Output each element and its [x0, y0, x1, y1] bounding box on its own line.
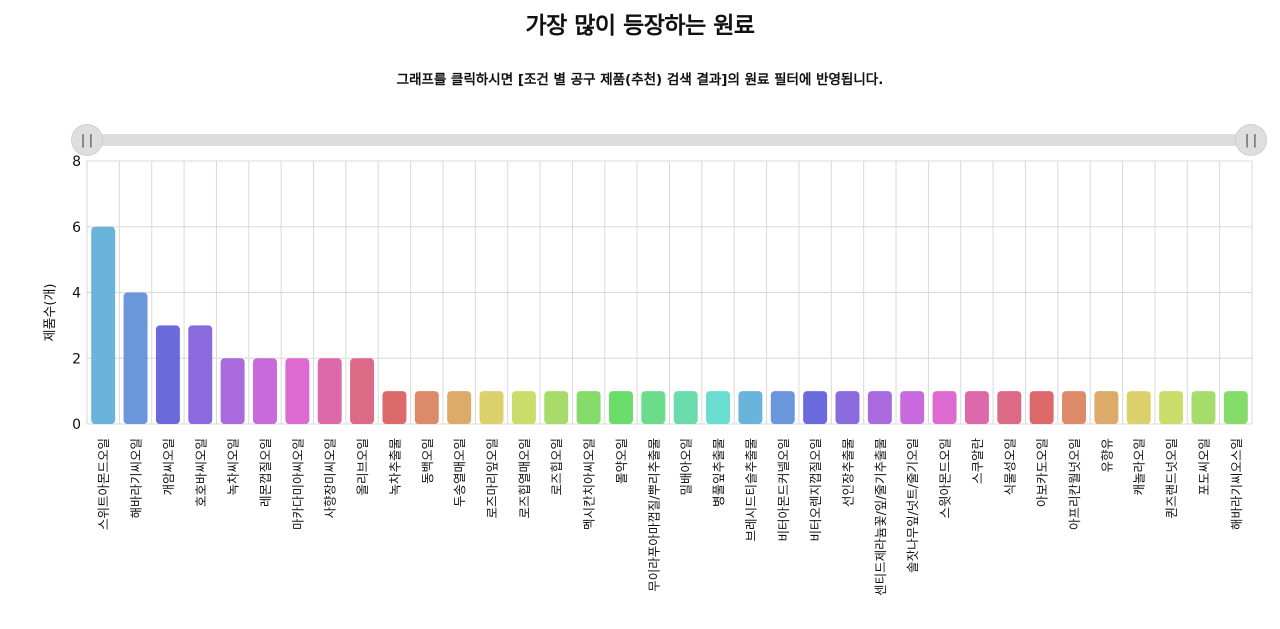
bar[interactable] — [835, 391, 860, 424]
x-category-label[interactable]: 스위트아몬드오일 — [96, 438, 111, 530]
x-category-label[interactable]: 식물성오일 — [1002, 438, 1017, 496]
bar[interactable] — [1094, 391, 1119, 424]
x-category-label[interactable]: 로즈힙오일 — [549, 438, 564, 496]
bar[interactable] — [738, 391, 763, 424]
bar[interactable] — [964, 391, 989, 424]
range-slider-track[interactable] — [87, 134, 1252, 146]
bar[interactable] — [317, 358, 342, 424]
x-category-label[interactable]: 포도씨오일 — [1196, 438, 1211, 496]
bar[interactable] — [900, 391, 925, 424]
y-tick-label: 4 — [72, 286, 81, 302]
x-category-label[interactable]: 스윗아몬드오일 — [938, 438, 953, 519]
bar[interactable] — [867, 391, 892, 424]
x-category-label[interactable]: 밀배아오일 — [679, 438, 694, 496]
x-category-label[interactable]: 해바라기씨오스일 — [1229, 438, 1244, 530]
bar[interactable] — [220, 358, 245, 424]
x-category-label[interactable]: 두송열매오일 — [452, 438, 467, 507]
x-category-label[interactable]: 비터오렌지껍질오일 — [808, 438, 823, 542]
bar[interactable] — [1191, 391, 1216, 424]
x-category-label[interactable]: 녹차추출물 — [387, 438, 402, 496]
x-category-label[interactable]: 브레시드티슬추출물 — [743, 438, 758, 542]
x-category-label[interactable]: 아프리칸월넛오일 — [1067, 438, 1082, 530]
bar[interactable] — [1126, 391, 1151, 424]
chart-title: 가장 많이 등장하는 원료 — [525, 13, 755, 39]
x-category-label[interactable]: 무이라푸아마껍질/뿌리추출물 — [646, 438, 661, 592]
x-category-label[interactable]: 개암씨오일 — [161, 438, 176, 496]
bar[interactable] — [1159, 391, 1184, 424]
bar[interactable] — [1223, 391, 1248, 424]
bar[interactable] — [188, 325, 213, 424]
x-category-label[interactable]: 캐놀라오일 — [1132, 438, 1147, 496]
bar[interactable] — [123, 292, 148, 425]
x-category-label[interactable]: 솔잣나무잎/넛트/줄기오일 — [905, 438, 920, 573]
x-category-label[interactable]: 로즈마리잎오일 — [485, 438, 500, 519]
bar[interactable] — [932, 391, 957, 424]
x-category-label[interactable]: 마카다미아씨오일 — [290, 438, 305, 530]
x-category-label[interactable]: 해바라기씨오일 — [129, 438, 144, 519]
x-category-label[interactable]: 레몬껍질오일 — [258, 438, 273, 507]
bar[interactable] — [803, 391, 828, 424]
x-category-label[interactable]: 스쿠알란 — [970, 438, 985, 485]
x-category-label[interactable]: 사향장미씨오일 — [323, 438, 338, 519]
bar[interactable] — [997, 391, 1022, 424]
x-category-label[interactable]: 호호바씨오일 — [193, 438, 208, 507]
bar[interactable] — [1062, 391, 1086, 424]
bar[interactable] — [770, 391, 795, 424]
x-category-label[interactable]: 퀸즈랜드넛오일 — [1164, 438, 1179, 519]
y-tick-label: 8 — [72, 154, 81, 170]
bar[interactable] — [382, 391, 407, 424]
bar[interactable] — [706, 391, 731, 424]
x-category-label[interactable]: 유향유 — [1099, 438, 1114, 473]
range-slider-right-handle[interactable]: || — [1236, 125, 1266, 155]
bar[interactable] — [447, 391, 472, 424]
bar[interactable] — [350, 358, 375, 424]
x-category-label[interactable]: 로즈힙열매오일 — [517, 438, 532, 519]
bar[interactable] — [91, 226, 116, 424]
bar[interactable] — [544, 391, 569, 424]
y-tick-label: 2 — [72, 351, 81, 367]
x-category-label[interactable]: 병풀잎추출물 — [711, 438, 726, 507]
x-category-label[interactable]: 올리브오일 — [355, 438, 370, 496]
bar[interactable] — [414, 391, 439, 424]
bar[interactable] — [155, 325, 180, 424]
bar[interactable] — [285, 358, 310, 424]
bar[interactable] — [641, 391, 666, 424]
x-category-label[interactable]: 몰약오일 — [614, 438, 629, 484]
y-tick-label: 6 — [72, 220, 81, 236]
x-category-label[interactable]: 선인장추출물 — [840, 438, 855, 507]
bar[interactable] — [479, 391, 504, 424]
y-axis-label: 제품수(개) — [43, 284, 58, 342]
bar[interactable] — [608, 391, 633, 424]
bar[interactable] — [576, 391, 601, 424]
bar[interactable] — [511, 391, 536, 424]
x-category-label[interactable]: 비터아몬드커넬오일 — [776, 438, 791, 542]
x-category-label[interactable]: 녹차씨오일 — [226, 438, 241, 496]
x-category-label[interactable]: 멕시칸치아씨오일 — [582, 438, 597, 530]
x-category-label[interactable]: 센티드제라늄꽃/잎/줄기추출물 — [873, 438, 888, 596]
bar[interactable] — [1029, 391, 1054, 424]
chart-subtitle: 그래프를 클릭하시면 [조건 별 공구 제품(추천) 검색 결과]의 원료 필터… — [396, 72, 884, 88]
bar[interactable] — [253, 358, 277, 424]
x-category-label[interactable]: 동백오일 — [420, 438, 435, 484]
range-slider-left-handle[interactable]: || — [72, 125, 102, 155]
y-tick-label: 0 — [72, 417, 81, 433]
bar[interactable] — [673, 391, 698, 424]
x-category-label[interactable]: 아보카도오일 — [1035, 438, 1050, 507]
